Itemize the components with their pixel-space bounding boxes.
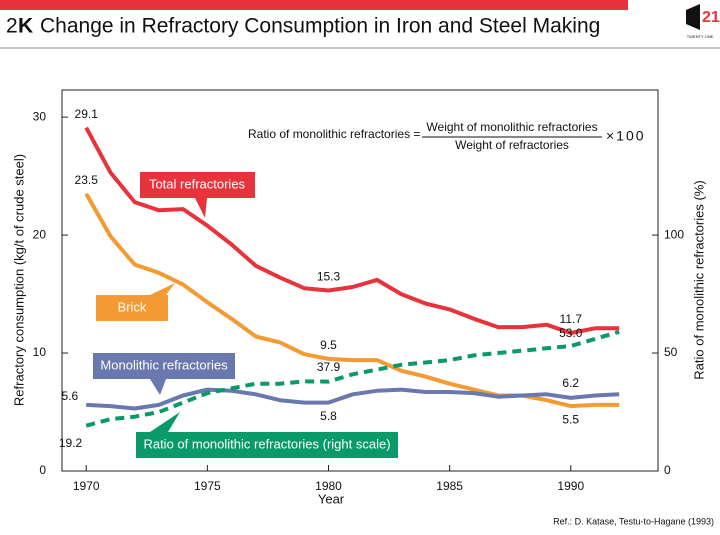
- logo-mark: [686, 4, 700, 30]
- x-tick-label: 1990: [557, 479, 584, 493]
- series-label-box: [96, 295, 168, 321]
- y2-axis-label: Ratio of monolithic refractories (%): [691, 180, 706, 379]
- y-tick-label: 0: [39, 463, 46, 477]
- x-tick-label: 1985: [436, 479, 463, 493]
- series-label: Total refractories: [149, 176, 246, 191]
- y-tick-label: 30: [33, 109, 47, 123]
- y-tick-label: 10: [33, 345, 47, 359]
- plot-frame: [61, 89, 659, 472]
- series-label-box: [140, 172, 255, 198]
- series-label-box: [93, 353, 235, 379]
- formula-numerator: Weight of monolithic refractories: [426, 120, 597, 134]
- chart-title: Change in Refractory Consumption in Iron…: [40, 15, 600, 38]
- data-label: 6.2: [562, 376, 579, 390]
- data-label: 11.7: [560, 312, 583, 326]
- series-label: Monolithic refractories: [100, 357, 228, 372]
- data-label: 5.8: [320, 409, 337, 423]
- data-label: 5.5: [562, 412, 579, 426]
- x-tick-label: 1975: [194, 479, 221, 493]
- data-label: 15.3: [317, 270, 341, 284]
- data-label: 29.1: [75, 107, 99, 121]
- label-pointer: [150, 283, 175, 295]
- series-label-box: [136, 432, 398, 458]
- title-number: 2: [6, 15, 18, 38]
- data-label: 53.0: [559, 326, 583, 340]
- formula-denominator: Weight of refractories: [455, 138, 569, 152]
- series-line: [86, 387, 620, 411]
- y-axis-label: Refractory consumption (kg/t of crude st…: [11, 154, 26, 406]
- data-label: 9.5: [320, 338, 337, 352]
- label-pointer: [150, 412, 180, 432]
- logo-text: TWENTY ONE: [687, 34, 714, 39]
- y2-tick-label: 50: [664, 345, 678, 359]
- y2-tick-label: 0: [664, 463, 671, 477]
- source: Ref.: D. Katase, Testu-to-Hagane (1993): [553, 516, 714, 526]
- y-tick-label: 20: [33, 227, 47, 241]
- label-pointer: [195, 198, 207, 218]
- x-axis-label: Year: [318, 491, 345, 506]
- logo: 21: [702, 9, 720, 26]
- data-label: 19.2: [59, 436, 83, 450]
- formula-multiplier: ×100: [606, 128, 646, 144]
- x-tick-label: 1970: [73, 479, 100, 493]
- series-label: Brick: [118, 299, 147, 314]
- title-letter: K: [18, 15, 33, 38]
- formula-lhs: Ratio of monolithic refractories =: [248, 127, 420, 141]
- data-label: 5.6: [62, 389, 79, 403]
- x-tick-label: 1980: [315, 479, 342, 493]
- label-pointer: [150, 379, 166, 395]
- series-label: Ratio of monolithic refractories (right …: [143, 436, 390, 451]
- data-label: 23.5: [75, 173, 99, 187]
- title-bar: [0, 0, 628, 10]
- series-line: [85, 329, 620, 428]
- data-label: 37.9: [317, 360, 341, 374]
- y2-tick-label: 100: [664, 227, 684, 241]
- series-line: [84, 126, 620, 335]
